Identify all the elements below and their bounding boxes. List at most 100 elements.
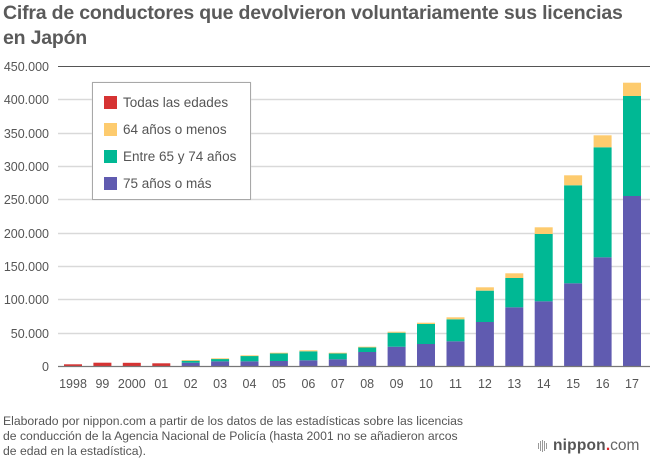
legend-item-all-ages: Todas las edades: [104, 94, 228, 110]
bar-segment-64-a-os-o-menos-11: [446, 317, 465, 320]
bar-segment-75-a-os-o-m-s-02: [181, 362, 200, 366]
bar-segment-entre-65-y-74-a-os-06: [299, 351, 318, 361]
bar-segment-entre-65-y-74-a-os-10: [417, 324, 435, 344]
bar-segment-todas-las-edades-99: [93, 362, 112, 366]
brand-tld: com: [610, 437, 640, 454]
bar-segment-64-a-os-o-menos-09: [387, 331, 406, 333]
brand-logo: nippon. com: [538, 437, 639, 455]
legend-label: Todas las edades: [123, 94, 229, 110]
bar-segment-64-a-os-o-menos-05: [269, 352, 288, 354]
legend-label: 75 años o más: [123, 175, 212, 191]
bar-segment-64-a-os-o-menos-12: [475, 287, 494, 291]
bar-segment-75-a-os-o-m-s-09: [387, 346, 406, 366]
x-tick-label: 01: [154, 377, 168, 391]
bar-segment-75-a-os-o-m-s-16: [593, 257, 612, 366]
bar-segment-75-a-os-o-m-s-08: [358, 352, 377, 366]
y-tick-label: 350.000: [4, 127, 49, 141]
legend-swatch-red: [104, 95, 117, 109]
x-tick-label: 13: [507, 377, 521, 391]
x-tick-label: 99: [95, 377, 109, 391]
logo-bars-icon: [538, 440, 548, 452]
bar-segment-75-a-os-o-m-s-04: [240, 361, 259, 366]
bar-segment-75-a-os-o-m-s-06: [299, 360, 318, 366]
bar-segment-entre-65-y-74-a-os-14: [534, 234, 553, 302]
bar-segment-75-a-os-o-m-s-17: [623, 196, 641, 366]
bar-segment-75-a-os-o-m-s-15: [564, 283, 583, 366]
legend: Todas las edades 64 años o menos Entre 6…: [92, 82, 251, 200]
y-tick-label: 150.000: [4, 260, 49, 274]
legend-swatch-yellow: [104, 122, 117, 136]
brand-name: nippon: [553, 437, 606, 454]
brand-dot: .: [605, 437, 611, 454]
bar-segment-todas-las-edades-2000: [122, 362, 141, 366]
y-tick-label: 100.000: [4, 293, 49, 307]
bar-segment-75-a-os-o-m-s-12: [475, 322, 494, 366]
bars: [64, 82, 641, 366]
bar-segment-75-a-os-o-m-s-14: [534, 301, 553, 366]
y-tick-label: 450.000: [4, 60, 49, 74]
bar-segment-64-a-os-o-menos-03: [211, 358, 230, 360]
bar-segment-entre-65-y-74-a-os-05: [269, 353, 288, 361]
x-tick-label: 14: [537, 377, 551, 391]
bar-segment-75-a-os-o-m-s-11: [446, 341, 465, 366]
x-tick-label: 16: [596, 377, 610, 391]
y-tick-label: 300.000: [4, 160, 49, 174]
bar-chart: 0 50.000 100.000 150.000 200.000 250.000 300.0…: [4, 60, 650, 391]
bar-segment-entre-65-y-74-a-os-09: [387, 332, 406, 347]
x-tick-label: 2000: [118, 377, 146, 391]
bar-segment-entre-65-y-74-a-os-08: [358, 347, 377, 352]
bar-segment-64-a-os-o-menos-07: [328, 352, 347, 354]
x-tick-label: 08: [360, 377, 374, 391]
bar-segment-64-a-os-o-menos-13: [505, 273, 524, 278]
x-tick-label: 05: [272, 377, 286, 391]
bar-segment-64-a-os-o-menos-08: [358, 346, 377, 348]
bar-segment-64-a-os-o-menos-15: [564, 175, 583, 186]
bar-segment-64-a-os-o-menos-10: [417, 322, 435, 324]
bar-segment-64-a-os-o-menos-04: [240, 355, 259, 357]
x-tick-label: 12: [478, 377, 492, 391]
legend-swatch-purple: [104, 176, 117, 190]
source-note: Elaborado por nippon.com a partir de los…: [3, 414, 463, 458]
bar-segment-64-a-os-o-menos-17: [623, 82, 641, 96]
bar-segment-75-a-os-o-m-s-03: [211, 361, 230, 366]
bar-segment-todas-las-edades-01: [152, 363, 171, 366]
legend-label: 64 años o menos: [123, 121, 227, 137]
bar-segment-64-a-os-o-menos-16: [593, 135, 612, 148]
bar-segment-64-a-os-o-menos-02: [181, 360, 200, 361]
y-tick-label: 200.000: [4, 227, 49, 241]
bar-segment-75-a-os-o-m-s-13: [505, 307, 524, 366]
x-tick-label: 06: [301, 377, 315, 391]
x-tick-label: 17: [625, 377, 639, 391]
y-tick-label: 0: [42, 360, 49, 374]
y-tick-label: 50.000: [11, 327, 49, 341]
bar-segment-entre-65-y-74-a-os-17: [623, 96, 641, 196]
x-tick-label: 15: [566, 377, 580, 391]
bar-segment-entre-65-y-74-a-os-04: [240, 356, 259, 362]
x-tick-label: 09: [390, 377, 404, 391]
x-tick-label: 07: [331, 377, 345, 391]
y-tick-label: 400.000: [4, 93, 49, 107]
legend-item-65-74: Entre 65 y 74 años: [104, 148, 236, 164]
legend-label: Entre 65 y 74 años: [123, 148, 237, 164]
bar-segment-75-a-os-o-m-s-05: [269, 361, 288, 366]
legend-swatch-green: [104, 149, 117, 163]
bar-segment-75-a-os-o-m-s-10: [417, 344, 435, 366]
x-tick-label: 04: [243, 377, 257, 391]
x-tick-label: 11: [449, 377, 462, 391]
bar-segment-entre-65-y-74-a-os-07: [328, 353, 347, 360]
x-tick-label: 03: [213, 377, 227, 391]
bar-segment-64-a-os-o-menos-06: [299, 350, 318, 352]
bar-segment-entre-65-y-74-a-os-12: [475, 290, 494, 322]
legend-item-75-plus: 75 años o más: [104, 175, 212, 191]
bar-segment-todas-las-edades-1998: [64, 364, 82, 366]
legend-item-under-64: 64 años o menos: [104, 121, 227, 137]
bar-segment-75-a-os-o-m-s-07: [328, 359, 347, 366]
chart-title: Cifra de conductores que devolvieron vol…: [3, 2, 623, 49]
bar-segment-entre-65-y-74-a-os-03: [211, 359, 230, 362]
bar-segment-entre-65-y-74-a-os-16: [593, 147, 612, 258]
bar-segment-entre-65-y-74-a-os-15: [564, 185, 583, 284]
bar-segment-64-a-os-o-menos-14: [534, 227, 553, 234]
y-tick-label: 250.000: [4, 193, 49, 207]
bar-segment-entre-65-y-74-a-os-02: [181, 360, 200, 363]
bar-segment-entre-65-y-74-a-os-11: [446, 319, 465, 342]
